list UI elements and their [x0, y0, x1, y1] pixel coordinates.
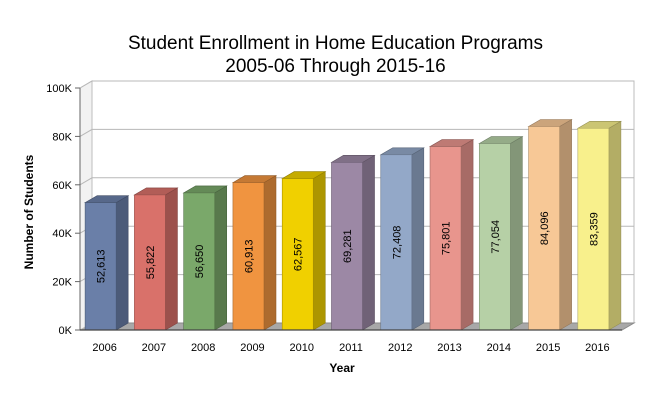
bar-2006: [84, 195, 130, 331]
bar-side: [312, 171, 326, 331]
gridline: [79, 128, 634, 137]
bar-side: [510, 136, 523, 331]
x-axis-label: Year: [329, 361, 355, 375]
axes: [75, 87, 622, 331]
data-labels: 52,613 55,822 56,650 60,913 62,567 69,281 72,4…: [96, 211, 601, 283]
data-label: 83,359: [588, 212, 600, 246]
bar-side: [460, 139, 474, 331]
data-label: 55,822: [145, 246, 157, 280]
x-tick-label: 2014: [487, 342, 511, 354]
bar-front: [429, 146, 462, 331]
bar-side: [559, 118, 572, 331]
bar-2012: [379, 147, 425, 331]
y-tick-label: 0K: [59, 325, 73, 337]
y-tick-label: 20K: [52, 277, 72, 289]
x-tick-label: 2008: [191, 342, 215, 354]
bar-front: [134, 194, 166, 331]
bar-2011: [330, 154, 376, 331]
bar-front: [84, 202, 117, 331]
bar-side: [115, 195, 129, 331]
x-tick-label: 2016: [585, 342, 609, 354]
data-label: 52,613: [96, 250, 108, 284]
bar-front: [183, 192, 216, 331]
x-tick-label: 2012: [388, 342, 412, 354]
bar-front: [528, 126, 560, 331]
bar-2009: [231, 175, 278, 331]
bar-front: [331, 162, 363, 331]
bar-2016: [576, 120, 622, 331]
bar-front: [380, 154, 413, 331]
tick-labels: 0K 20K 40K 60K 80K 100K 2006 2007 2008 2009 2010 20…: [46, 83, 609, 354]
chart-title-line-2: 2005-06 Through 2015-16: [225, 56, 446, 77]
x-tick-label: 2013: [437, 342, 461, 354]
x-tick-label: 2011: [339, 342, 363, 354]
bar-side: [362, 154, 375, 331]
bar-2013: [428, 139, 475, 331]
x-tick-label: 2009: [240, 342, 264, 354]
data-label: 75,801: [441, 221, 453, 255]
bar-side: [411, 147, 425, 331]
bar-2010: [281, 171, 327, 331]
data-label: 69,281: [342, 229, 354, 263]
bar-front: [232, 182, 265, 331]
bars: [84, 118, 622, 331]
x-tick-label: 2010: [289, 342, 313, 354]
x-tick-label: 2015: [536, 342, 560, 354]
bar-side: [214, 185, 228, 331]
y-tick-label: 40K: [52, 228, 72, 240]
bar-2015: [527, 118, 573, 331]
bar-side: [165, 187, 178, 331]
y-tick-label: 60K: [52, 180, 72, 192]
bar-2008: [182, 185, 228, 331]
chart-title-line-1: Student Enrollment in Home Education Pro…: [127, 33, 544, 54]
x-tick-label: 2007: [142, 342, 166, 354]
data-label: 56,650: [194, 245, 206, 279]
data-label: 77,054: [490, 220, 502, 254]
data-label: 84,096: [539, 211, 551, 245]
data-label: 72,408: [391, 226, 403, 260]
y-axis-label: Number of Students: [22, 154, 36, 269]
gridline: [79, 80, 634, 89]
y-tick-label: 80K: [52, 131, 72, 143]
bar-front: [577, 127, 610, 331]
y-tick-label: 100K: [46, 83, 72, 95]
bar-side: [608, 120, 622, 331]
data-label: 62,567: [293, 237, 305, 271]
bar-front: [281, 178, 314, 331]
bar-2007: [133, 187, 179, 331]
bar-side: [263, 175, 277, 331]
data-label: 60,913: [243, 239, 255, 273]
x-tick-label: 2006: [92, 342, 116, 354]
